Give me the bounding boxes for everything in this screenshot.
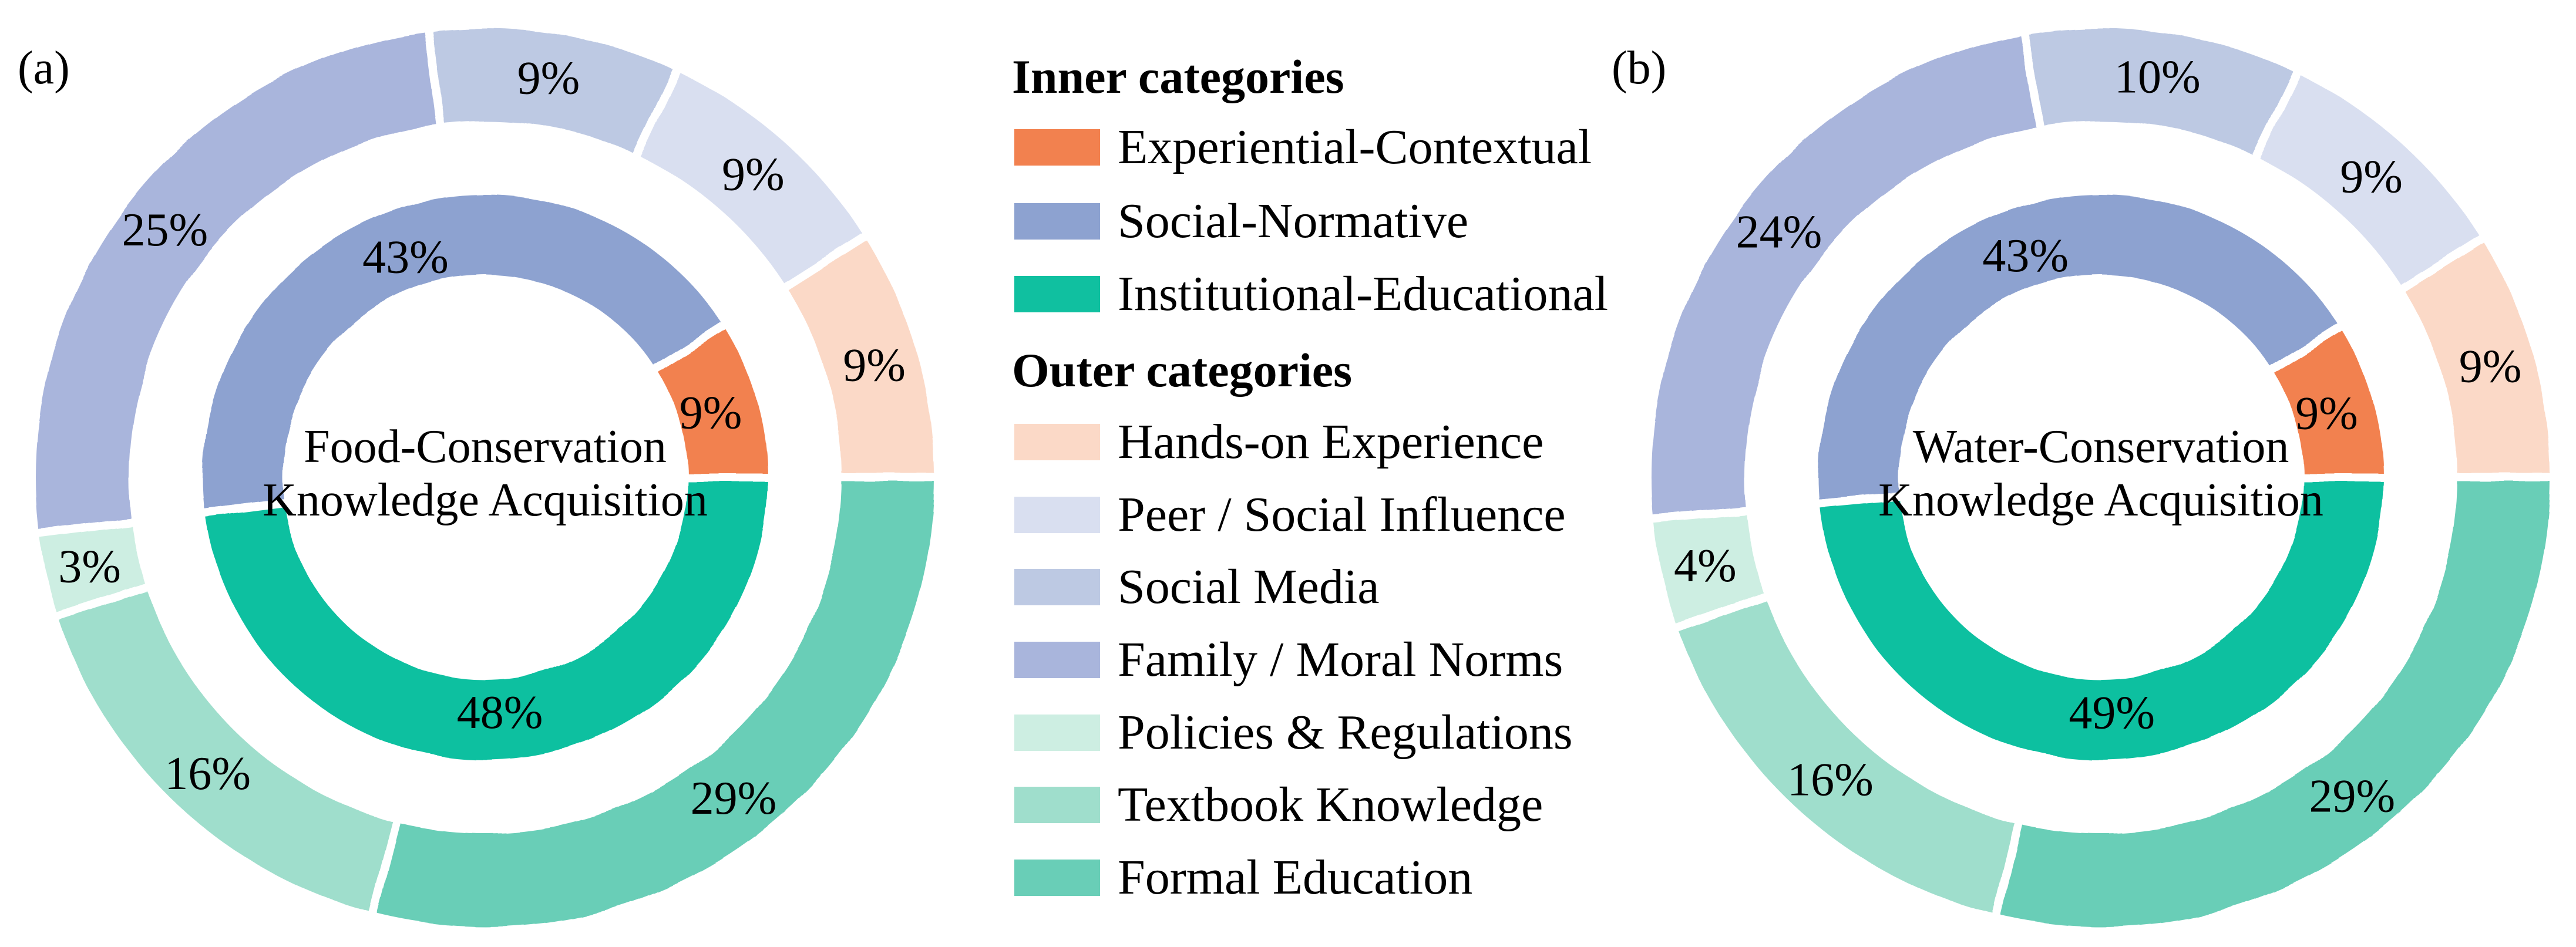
- legend-swatch: [1014, 497, 1100, 533]
- segment-percent-label: 9%: [843, 340, 906, 392]
- pie-segment: [1810, 187, 2348, 508]
- donut-center-title-line2: Knowledge Acquisition: [1878, 474, 2323, 526]
- pie-segment: [1992, 473, 2558, 935]
- segment-percent-label: 9%: [680, 387, 742, 439]
- legend-swatch: [1014, 642, 1100, 678]
- segment-percent-label: 24%: [1736, 207, 1822, 258]
- segment-percent-label: 16%: [1787, 754, 1874, 806]
- segment-percent-label: 9%: [517, 53, 580, 105]
- pie-segment: [194, 187, 732, 518]
- segment-percent-label: 43%: [362, 232, 449, 284]
- legend-item-label: Social-Normative: [1118, 194, 1469, 248]
- pie-segment: [1811, 473, 2392, 769]
- legend-item-peer-social-influence: Peer / Social Influence: [1014, 490, 1566, 540]
- segment-percent-label: 29%: [691, 773, 777, 824]
- legend-swatch: [1014, 860, 1100, 896]
- segment-percent-label: 9%: [722, 149, 785, 200]
- donut-labels: 9% 9% 10% 24% 4% 16% 29% 9% 43% 49% Water-Conserva…: [1674, 52, 2521, 823]
- segment-percent-label: 3%: [58, 541, 121, 593]
- legend-swatch: [1014, 569, 1100, 605]
- legend-item-label: Formal Education: [1118, 850, 1473, 905]
- segment-percent-label: 43%: [1982, 230, 2069, 282]
- legend-swatch: [1014, 129, 1100, 166]
- donut-rings: [28, 20, 943, 935]
- panel-b-letter: (b): [1612, 42, 1667, 94]
- legend-item-label: Hands-on Experience: [1118, 414, 1544, 469]
- legend-item-hands-on-experience: Hands-on Experience: [1014, 417, 1543, 467]
- legend-item-label: Experiential-Contextual: [1118, 120, 1592, 174]
- nested-donut-chart-a: 9% 9% 9% 25% 3% 16% 29% 9% 43% 48% Food-Conservati…: [28, 20, 943, 935]
- legend-item-institutional-educational: Institutional-Educational: [1014, 269, 1608, 319]
- nested-donut-chart-b: 9% 9% 10% 24% 4% 16% 29% 9% 43% 49% Water-Conserva…: [1643, 20, 2558, 935]
- legend-item-label: Peer / Social Influence: [1118, 487, 1566, 542]
- segment-percent-label: 10%: [2114, 52, 2201, 103]
- donut-labels: 9% 9% 9% 25% 3% 16% 29% 9% 43% 48% Food-Conservati…: [58, 53, 906, 825]
- pie-segment: [28, 23, 445, 538]
- segment-percent-label: 49%: [2069, 687, 2155, 739]
- panel-a-letter: (a): [18, 42, 70, 94]
- legend-item-label: Social Media: [1118, 560, 1380, 614]
- legend-inner-title: Inner categories: [1012, 50, 1344, 103]
- legend-item-textbook-knowledge: Textbook Knowledge: [1014, 780, 1543, 830]
- pie-segment: [368, 473, 943, 935]
- legend-item-social-media: Social Media: [1014, 562, 1380, 612]
- legend: Inner categories Experiential-Contextual…: [1012, 0, 1608, 939]
- legend-outer-title: Outer categories: [1012, 343, 1353, 397]
- legend-item-label: Institutional-Educational: [1118, 267, 1609, 321]
- donut-center-title-line1: Food-Conservation: [304, 421, 667, 473]
- legend-item-policies-regulations: Policies & Regulations: [1014, 708, 1573, 757]
- legend-swatch: [1014, 715, 1100, 751]
- donut-center-title-line1: Water-Conservation: [1913, 421, 2289, 473]
- legend-item-experiential-contextual: Experiential-Contextual: [1014, 123, 1592, 172]
- legend-item-formal-education: Formal Education: [1014, 853, 1472, 902]
- segment-percent-label: 9%: [2340, 151, 2403, 203]
- segment-percent-label: 9%: [2295, 388, 2358, 440]
- legend-item-social-normative: Social-Normative: [1014, 197, 1468, 246]
- pie-segment: [1643, 26, 2045, 524]
- donut-center-title-line2: Knowledge Acquisition: [263, 474, 708, 526]
- legend-swatch: [1014, 424, 1100, 460]
- segment-percent-label: 25%: [122, 204, 208, 256]
- legend-item-family-moral-norms: Family / Moral Norms: [1014, 635, 1563, 685]
- segment-percent-label: 29%: [2309, 770, 2395, 822]
- pie-segment: [196, 473, 776, 768]
- legend-item-label: Policies & Regulations: [1118, 705, 1573, 760]
- legend-swatch: [1014, 203, 1100, 240]
- legend-item-label: Family / Moral Norms: [1118, 632, 1563, 687]
- legend-swatch: [1014, 276, 1100, 312]
- segment-percent-label: 48%: [457, 687, 543, 739]
- segment-percent-label: 4%: [1674, 540, 1737, 592]
- segment-percent-label: 9%: [2459, 341, 2522, 392]
- legend-item-label: Textbook Knowledge: [1118, 777, 1543, 832]
- segment-percent-label: 16%: [164, 748, 251, 800]
- donut-rings: [1643, 20, 2558, 935]
- legend-swatch: [1014, 787, 1100, 823]
